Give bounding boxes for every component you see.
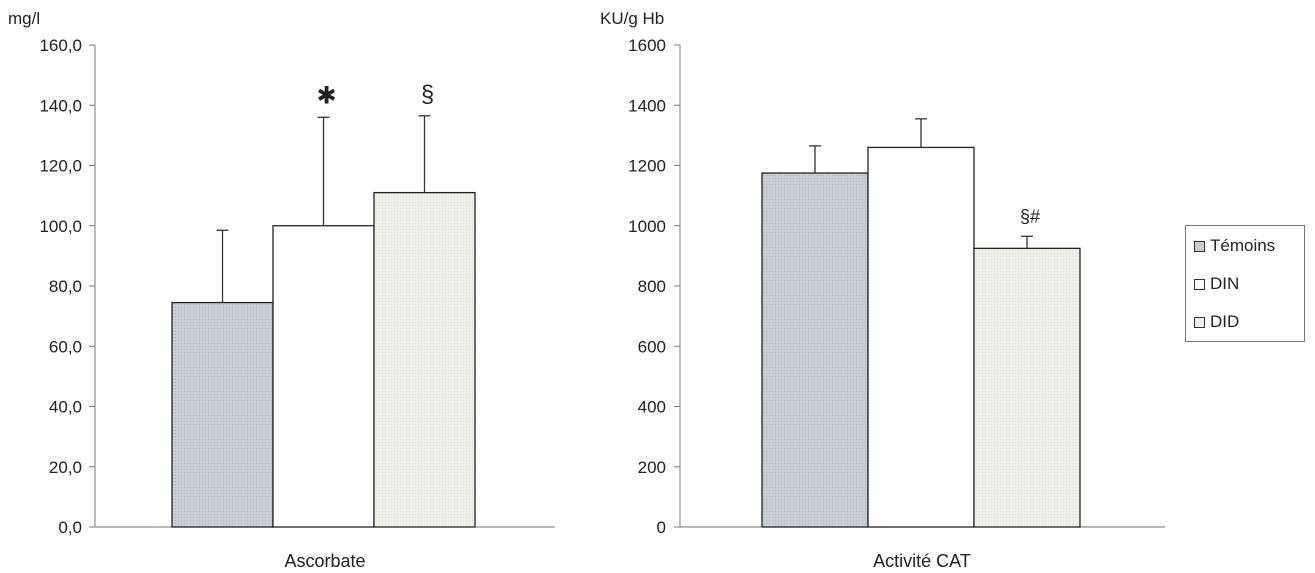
legend-item-did: DID [1194, 312, 1239, 332]
legend-label: Témoins [1210, 236, 1276, 255]
bar-tmoins [171, 301, 274, 528]
y-tick-label: 800 [638, 277, 666, 296]
y-tick-label: 0 [657, 518, 666, 537]
bar-did [373, 191, 476, 528]
legend-item-temoins: Témoins [1194, 236, 1275, 256]
legend: Témoins DIN DID [1185, 225, 1305, 342]
y-tick-label: 140,0 [39, 96, 82, 115]
y-tick-label: 1400 [628, 96, 666, 115]
y-tick-label: 40,0 [49, 398, 82, 417]
significance-label: ✱ [316, 82, 336, 109]
y-tick-label: 1000 [628, 217, 666, 236]
y-tick-label: 100,0 [39, 217, 82, 236]
chart-activite-cat: KU/g Hb 0 200 400 600 800 1000 1200 1400 1600 §#… [600, 9, 1165, 571]
bar-tmoins [761, 172, 869, 528]
y-tick-label: 120,0 [39, 157, 82, 176]
x-category-label: Ascorbate [284, 551, 365, 571]
y-tick-label: 80,0 [49, 277, 82, 296]
y-axis-label: mg/l [8, 9, 40, 28]
y-tick-label: 200 [638, 458, 666, 477]
y-tick-label: 60,0 [49, 337, 82, 356]
y-tick-label: 20,0 [49, 458, 82, 477]
legend-label: DID [1210, 312, 1240, 331]
x-category-label: Activité CAT [873, 551, 971, 571]
significance-label: §# [1020, 206, 1040, 226]
y-tick-label: 600 [638, 337, 666, 356]
y-axis-label: KU/g Hb [600, 9, 664, 28]
y-tick-label: 0,0 [58, 518, 82, 537]
significance-label: § [421, 81, 434, 108]
bar-din [867, 146, 975, 528]
legend-label: DIN [1210, 274, 1240, 293]
chart-ascorbate: mg/l 0,0 20,0 40,0 60,0 80,0 100,0 120,0 140,0 1… [8, 9, 555, 571]
legend-swatch [1194, 316, 1205, 328]
legend-swatch [1194, 278, 1205, 290]
y-tick-label: 160,0 [39, 36, 82, 55]
bar-din [272, 225, 375, 528]
y-tick-label: 1200 [628, 157, 666, 176]
legend-item-din: DIN [1194, 274, 1239, 294]
y-tick-label: 1600 [628, 36, 666, 55]
legend-swatch [1194, 240, 1205, 252]
y-tick-label: 400 [638, 398, 666, 417]
bar-did [973, 247, 1081, 528]
